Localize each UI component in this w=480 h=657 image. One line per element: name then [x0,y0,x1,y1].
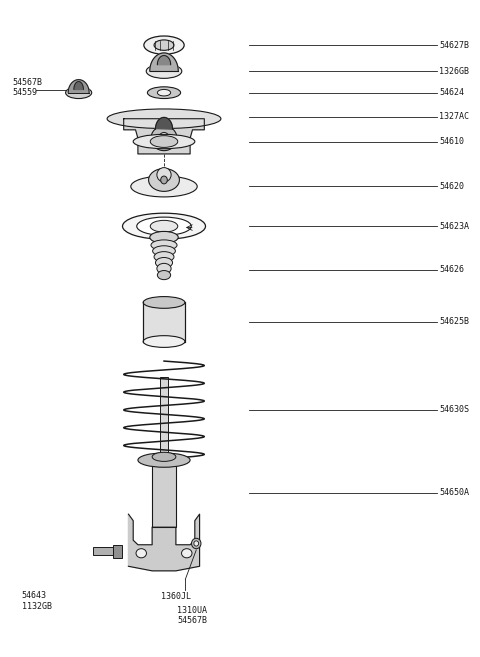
Text: 54625B: 54625B [439,317,469,327]
Ellipse shape [150,136,178,147]
Polygon shape [150,53,178,71]
Ellipse shape [157,89,171,96]
Ellipse shape [122,213,205,239]
Ellipse shape [192,538,201,549]
Bar [160,377,168,462]
Text: 1360JL: 1360JL [161,592,191,600]
Text: 54610: 54610 [439,137,464,146]
Ellipse shape [154,252,174,262]
Bar [93,547,113,555]
Text: 54567B
54559: 54567B 54559 [12,78,42,97]
Ellipse shape [131,176,197,197]
Text: 1327AC: 1327AC [439,112,469,122]
Ellipse shape [146,64,182,78]
Polygon shape [156,118,172,129]
Ellipse shape [138,453,190,467]
Polygon shape [68,79,89,93]
Text: 1310UA
54567B: 1310UA 54567B [178,606,207,625]
Text: 54620: 54620 [439,182,464,191]
Ellipse shape [150,231,178,243]
Ellipse shape [150,220,178,232]
Text: 54650A: 54650A [439,488,469,497]
Bar [152,457,176,527]
Ellipse shape [151,240,177,250]
Ellipse shape [144,36,184,55]
Ellipse shape [181,549,192,558]
Text: 54643
1132GB: 54643 1132GB [22,591,52,610]
Ellipse shape [161,176,168,184]
Text: 54626: 54626 [439,265,464,275]
Ellipse shape [147,87,180,99]
Ellipse shape [154,40,174,51]
Ellipse shape [143,336,185,348]
Ellipse shape [137,217,191,235]
Ellipse shape [156,258,172,268]
Bar [113,545,122,558]
Ellipse shape [152,452,176,461]
Ellipse shape [133,135,195,148]
Ellipse shape [157,263,171,274]
Ellipse shape [66,87,92,99]
Polygon shape [157,56,171,64]
Ellipse shape [149,169,180,191]
Ellipse shape [153,246,175,256]
Ellipse shape [107,109,221,129]
Text: 54623A: 54623A [439,221,469,231]
Ellipse shape [194,541,199,546]
Text: 1326GB: 1326GB [439,66,469,76]
Text: 54630S: 54630S [439,405,469,415]
Polygon shape [124,119,204,154]
Ellipse shape [157,168,171,182]
Ellipse shape [159,133,169,144]
Text: 54627B: 54627B [439,41,469,50]
Polygon shape [129,514,200,571]
Text: 54624: 54624 [439,88,464,97]
Ellipse shape [151,126,177,150]
Bar [143,302,185,342]
Polygon shape [74,81,84,89]
Ellipse shape [157,271,171,280]
Ellipse shape [136,549,146,558]
Ellipse shape [143,296,185,308]
